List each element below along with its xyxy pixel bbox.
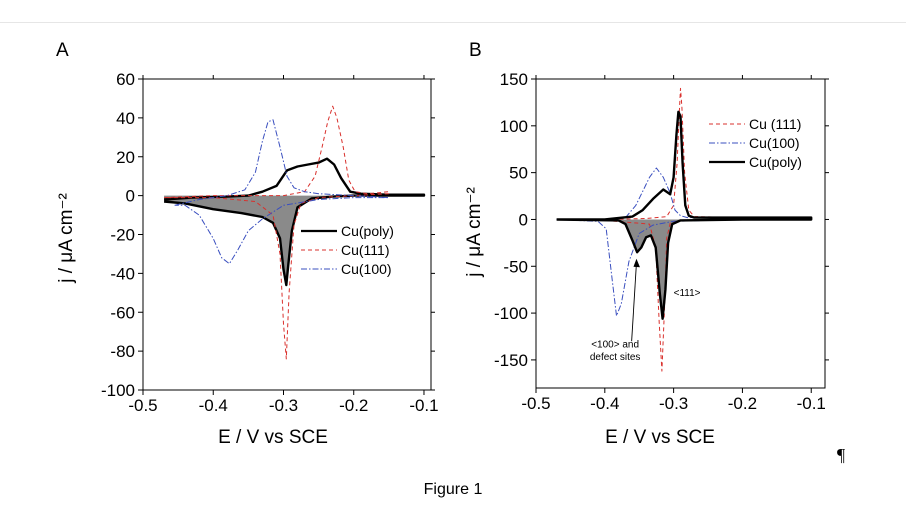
figure-canvas: A -0.5 -0.4 -0.3 -0.2 -0.1 -100 -80 -60 -40 -20 0 2… — [56, 40, 829, 448]
panel-b-ytick-label: -50 — [503, 257, 528, 276]
panel-a-series-1 — [164, 105, 390, 360]
panel-b-ytick-label: -100 — [494, 304, 528, 323]
panel-a-legend-label: Cu(poly) — [341, 223, 394, 239]
panel-b-annotation-arrow — [631, 262, 637, 342]
panel-b-xtick-label: -0.4 — [590, 394, 619, 413]
panel-a-ytick-label: -60 — [110, 303, 135, 322]
panel-a-xtick-label: -0.2 — [339, 396, 368, 415]
panel-a-xtick-label: -0.3 — [269, 396, 298, 415]
panel-b-xtick-label: -0.3 — [659, 394, 688, 413]
panel-a-xtick-label: -0.5 — [128, 396, 157, 415]
panel-letter-a: A — [56, 40, 69, 61]
panel-a-ytick-label: 40 — [116, 109, 135, 128]
panel-b-series-0 — [556, 87, 812, 372]
panel-b-legend-label: Cu(poly) — [749, 154, 802, 170]
top-rule — [0, 22, 906, 23]
panel-b-xtick-label: -0.1 — [797, 394, 826, 413]
panel-a-ytick-label: 60 — [116, 70, 135, 89]
panel-a-legend-label: Cu(100) — [341, 261, 392, 277]
panel-a-ytick-label: -40 — [110, 264, 135, 283]
panel-b-fill-area — [556, 219, 812, 319]
panel-b-legend-label: Cu (111) — [749, 116, 801, 132]
panel-b-ytick-label: 100 — [500, 117, 528, 136]
pilcrow-mark: ¶ — [837, 445, 846, 465]
panel-a-ytick-label: -80 — [110, 342, 135, 361]
panel-a-ytick-label: 0 — [126, 187, 135, 206]
panel-b-ytick-label: 150 — [500, 70, 528, 89]
panel-b-xlabel: E / V vs SCE — [605, 427, 715, 448]
panel-a-xtick-label: -0.1 — [409, 396, 438, 415]
panel-b-chart: -0.5 -0.4 -0.3 -0.2 -0.1 -150 -100 -50 0 50 100 150… — [494, 70, 829, 413]
panel-a-ytick-label: -100 — [101, 381, 135, 400]
panel-b-annotation: <100> and — [591, 340, 639, 351]
panel-b-series-2 — [556, 110, 813, 320]
figure-caption: Figure 1 — [423, 481, 483, 498]
panel-b-xtick-label: -0.5 — [521, 394, 550, 413]
panel-b-legend-label: Cu(100) — [749, 135, 800, 151]
panel-b-ytick-label: 50 — [509, 164, 528, 183]
panel-b-xtick-label: -0.2 — [728, 394, 757, 413]
panel-a-chart: -0.5 -0.4 -0.3 -0.2 -0.1 -100 -80 -60 -40 -20 0 20 4… — [101, 70, 439, 415]
panel-a-ylabel: j / μA cm⁻² — [56, 193, 77, 284]
panel-a-legend-label: Cu(111) — [341, 242, 390, 258]
panel-a-series-0 — [163, 157, 426, 287]
panel-a-xtick-label: -0.4 — [199, 396, 228, 415]
panel-b-annotation: <111> — [674, 288, 701, 299]
panel-b-ytick-label: 0 — [519, 210, 528, 229]
panel-a-ytick-label: -20 — [110, 226, 135, 245]
panel-a-fill-area — [164, 195, 424, 286]
panel-b-ylabel: j / μA cm⁻² — [464, 187, 485, 278]
panel-a-xlabel: E / V vs SCE — [218, 427, 328, 448]
panel-letter-b: B — [469, 40, 482, 61]
panel-b-ytick-label: -150 — [494, 351, 528, 370]
panel-a-series-2 — [174, 119, 390, 265]
panel-b-annotation: defect sites — [590, 352, 641, 363]
panel-a-ytick-label: 20 — [116, 148, 135, 167]
panel-b-annotation-arrowhead — [633, 258, 640, 268]
panel-b-frame — [535, 78, 826, 389]
